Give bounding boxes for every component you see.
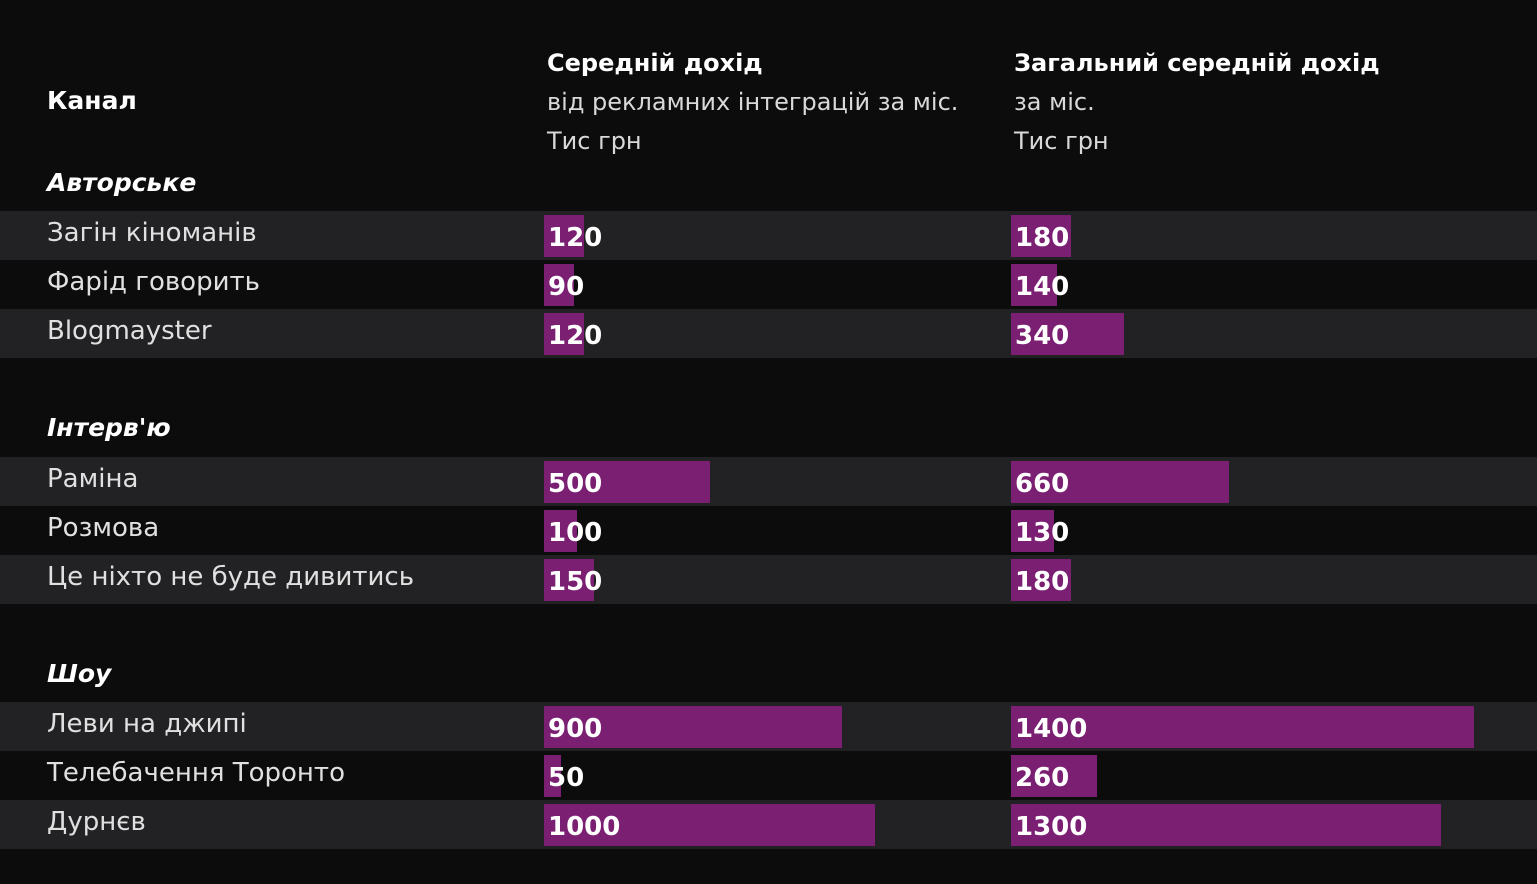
total-revenue-bar bbox=[1011, 264, 1057, 306]
table-row: Загін кіноманів 120 180 bbox=[0, 211, 1537, 260]
total-revenue-bar bbox=[1011, 215, 1071, 257]
total-revenue-value: 180 bbox=[1015, 567, 1070, 597]
channel-name: Дурнєв bbox=[47, 807, 146, 837]
ad-revenue-value: 500 bbox=[548, 469, 603, 499]
total-revenue-bar bbox=[1011, 706, 1474, 748]
ad-revenue-bar bbox=[544, 313, 584, 355]
ad-revenue-header-title: Середній дохід bbox=[547, 49, 763, 77]
total-revenue-value: 140 bbox=[1015, 272, 1070, 302]
ad-revenue-bar bbox=[544, 215, 584, 257]
channel-name: Телебачення Торонто bbox=[47, 758, 345, 788]
channel-name: Загін кіноманів bbox=[47, 218, 257, 248]
group-title: Авторське bbox=[47, 168, 197, 197]
ad-revenue-bar bbox=[544, 804, 875, 846]
ad-revenue-value: 120 bbox=[548, 223, 603, 253]
total-revenue-value: 130 bbox=[1015, 518, 1070, 548]
table-row: Це ніхто не буде дивитись 150 180 bbox=[0, 555, 1537, 604]
ad-revenue-column-header: Середній дохід від рекламних інтеграцій … bbox=[547, 44, 958, 161]
table-row: Фарід говорить 90 140 bbox=[0, 260, 1537, 309]
total-revenue-bar bbox=[1011, 461, 1229, 503]
table-row: Дурнєв 1000 1300 bbox=[0, 800, 1537, 849]
ad-revenue-header-unit: Тис грн bbox=[547, 127, 642, 155]
total-revenue-header-unit: Тис грн bbox=[1014, 127, 1109, 155]
group-title: Інтерв'ю bbox=[47, 413, 171, 442]
total-revenue-bar bbox=[1011, 804, 1441, 846]
channel-name: Розмова bbox=[47, 513, 160, 543]
total-revenue-column-header: Загальний середній дохід за міс. Тис грн bbox=[1014, 44, 1380, 161]
total-revenue-bar bbox=[1011, 755, 1097, 797]
total-revenue-value: 260 bbox=[1015, 763, 1070, 793]
ad-revenue-value: 90 bbox=[548, 272, 585, 302]
total-revenue-header-title: Загальний середній дохід bbox=[1014, 49, 1380, 77]
table-row: Розмова 100 130 bbox=[0, 506, 1537, 555]
ad-revenue-value: 120 bbox=[548, 321, 603, 351]
channel-name: Фарід говорить bbox=[47, 267, 260, 297]
total-revenue-value: 660 bbox=[1015, 469, 1070, 499]
total-revenue-bar bbox=[1011, 559, 1071, 601]
table-row: Раміна 500 660 bbox=[0, 457, 1537, 506]
total-revenue-value: 180 bbox=[1015, 223, 1070, 253]
table-row: Blogmayster 120 340 bbox=[0, 309, 1537, 358]
ad-revenue-value: 50 bbox=[548, 763, 585, 793]
table-row: Телебачення Торонто 50 260 bbox=[0, 751, 1537, 800]
ad-revenue-bar bbox=[544, 706, 842, 748]
channel-column-header: Канал bbox=[47, 86, 137, 115]
total-revenue-bar bbox=[1011, 510, 1054, 552]
ad-revenue-value: 1000 bbox=[548, 812, 621, 842]
total-revenue-bar bbox=[1011, 313, 1124, 355]
table-row: Леви на джипі 900 1400 bbox=[0, 702, 1537, 751]
total-revenue-value: 1300 bbox=[1015, 812, 1088, 842]
channel-name: Леви на джипі bbox=[47, 709, 247, 739]
channel-name: Раміна bbox=[47, 464, 139, 494]
group-title: Шоу bbox=[47, 659, 112, 688]
ad-revenue-value: 150 bbox=[548, 567, 603, 597]
ad-revenue-value: 100 bbox=[548, 518, 603, 548]
ad-revenue-value: 900 bbox=[548, 714, 603, 744]
channel-name: Blogmayster bbox=[47, 316, 212, 346]
channel-name: Це ніхто не буде дивитись bbox=[47, 562, 415, 592]
ad-revenue-bar bbox=[544, 264, 574, 306]
ad-revenue-bar bbox=[544, 559, 594, 601]
ad-revenue-bar bbox=[544, 461, 710, 503]
ad-revenue-header-subtitle: від рекламних інтеграцій за міс. bbox=[547, 88, 959, 116]
total-revenue-value: 340 bbox=[1015, 321, 1070, 351]
total-revenue-header-subtitle: за міс. bbox=[1014, 88, 1095, 116]
ad-revenue-bar bbox=[544, 510, 577, 552]
ad-revenue-bar bbox=[544, 755, 561, 797]
total-revenue-value: 1400 bbox=[1015, 714, 1088, 744]
